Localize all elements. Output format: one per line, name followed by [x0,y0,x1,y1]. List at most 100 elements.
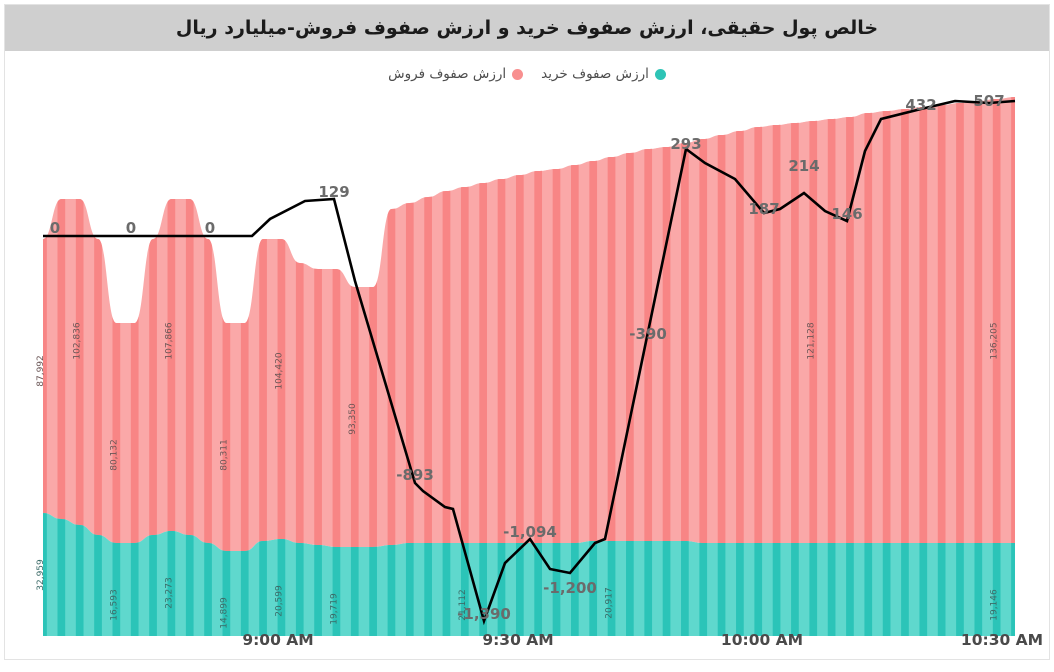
net-money-point-label: 432 [905,96,936,114]
stripe [515,97,524,551]
stripe [846,513,854,636]
stripe [295,97,304,551]
stripe [607,513,616,636]
net-money-point-label: 0 [205,219,215,237]
legend-swatch-buy-icon [654,68,666,80]
stripe [350,97,359,551]
stripe [185,513,194,636]
net-money-point-label: 129 [318,183,349,201]
x-axis-tick: 10:30 AM [960,631,1044,649]
net-money-point-label: -390 [629,325,667,343]
buy-stripes [43,513,1015,636]
stripe [94,97,102,551]
bar-value-label: 19,146 [990,589,1000,621]
chart-title-bar: خالص پول حقیقی، ارزش صفوف خرید و ارزش صف… [5,5,1049,51]
stripe [424,513,432,636]
stripe [772,513,781,636]
stripe [662,97,671,551]
bar-value-label: 14,899 [219,597,229,629]
legend-label-buy: ارزش صفوف خرید [541,66,649,82]
stripe [442,97,451,551]
stripe [240,97,249,551]
stripe [130,513,139,636]
stripe [992,97,1001,551]
stripe [864,513,873,636]
net-money-point-label: 146 [831,205,862,223]
stripe [919,513,928,636]
legend-item-sell-queue-value[interactable]: ارزش صفوف فروش [388,66,524,82]
stripe [479,513,487,636]
stripe [974,513,983,636]
stripe [277,97,286,551]
stripe [809,513,818,636]
stripe [699,513,708,636]
net-money-line-labels: 0 0 0 129 -893 -1,390 -1,094 -1,200 -390 293 187 21… [50,92,1005,623]
net-money-point-label: -1,094 [503,523,557,541]
stripe [791,97,799,551]
stripe [277,513,286,636]
bar-value-label: 104,420 [274,352,284,389]
stripe [222,97,231,551]
stripe [626,513,634,636]
bar-value-label: 23,273 [164,577,174,609]
plot-area: 87,992 102,836 80,132 107,866 80,311 104,420 9… [5,91,1049,636]
bar-value-label: 80,132 [109,439,119,471]
stripe [552,97,561,551]
net-money-point-label: 507 [973,92,1004,110]
stripe [754,97,763,551]
stripe [204,513,212,636]
stripe [662,513,671,636]
stripe [350,513,359,636]
stripe [534,97,543,551]
bar-value-label: 102,836 [73,322,83,359]
stripe [901,513,909,636]
net-money-point-label: 214 [788,157,819,175]
stripe [57,97,66,551]
stripe [809,97,818,551]
stripe [571,513,579,636]
x-axis: 9:00 AM 9:30 AM 10:00 AM 10:30 AM [5,629,1049,659]
stripe [937,97,946,551]
stripe [497,97,506,551]
stripe [75,97,84,551]
stripe [149,97,157,551]
bar-value-label: 121,128 [806,322,816,359]
bar-value-label: 93,350 [348,403,358,435]
stripe [94,513,102,636]
stripe [112,513,121,636]
stripe [405,513,414,636]
stripe [1011,97,1015,551]
net-money-point-label: -1,390 [457,605,511,623]
stripe [644,513,653,636]
bar-value-label: 32,959 [36,559,46,591]
bar-value-label: 20,599 [274,585,284,617]
stripe [699,97,708,551]
chart-title: خالص پول حقیقی، ارزش صفوف خرید و ارزش صف… [175,17,879,39]
stripe [222,513,231,636]
sell-stripes [43,97,1015,551]
stripe [43,97,47,551]
legend-item-buy-queue-value[interactable]: ارزش صفوف خرید [541,66,666,82]
stripe [1011,513,1015,636]
stripe [589,97,598,551]
legend-swatch-sell-icon [512,68,524,80]
stripe [149,513,157,636]
stripe [442,513,451,636]
stripe [717,97,726,551]
stripe [369,97,377,551]
net-money-line [43,99,1016,626]
bar-value-label: 19,719 [329,593,339,625]
stripe [644,97,653,551]
stripe [314,513,322,636]
stripe [295,513,304,636]
stripe [259,513,267,636]
stripe [387,97,396,551]
stripe [571,97,579,551]
stripe [681,513,689,636]
stripe [882,97,891,551]
net-money-point-label: 187 [748,200,779,218]
plot-svg: 87,992 102,836 80,132 107,866 80,311 104,420 9… [36,92,1016,636]
x-axis-tick: 9:00 AM [242,631,314,649]
stripe [992,513,1001,636]
